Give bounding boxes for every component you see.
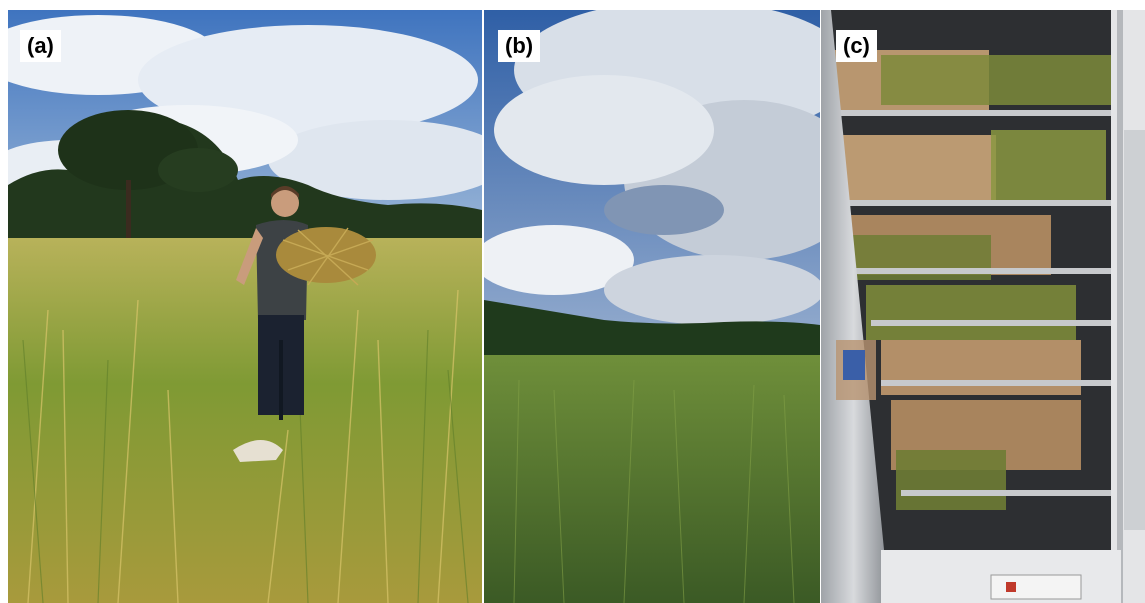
person bbox=[233, 186, 376, 462]
photo-panel-a: (a) bbox=[8, 10, 482, 603]
field-with-person-photo bbox=[8, 10, 482, 603]
oven-shelves bbox=[829, 50, 1116, 510]
photo-panel-c: (c) bbox=[821, 10, 1145, 603]
panel-label-a: (a) bbox=[20, 30, 61, 62]
photo-panel-b: (b) bbox=[484, 10, 820, 603]
sky-and-field-photo bbox=[484, 10, 820, 603]
drying-oven-photo bbox=[821, 10, 1145, 603]
panel-label-c: (c) bbox=[836, 30, 877, 62]
panel-label-b: (b) bbox=[498, 30, 541, 62]
